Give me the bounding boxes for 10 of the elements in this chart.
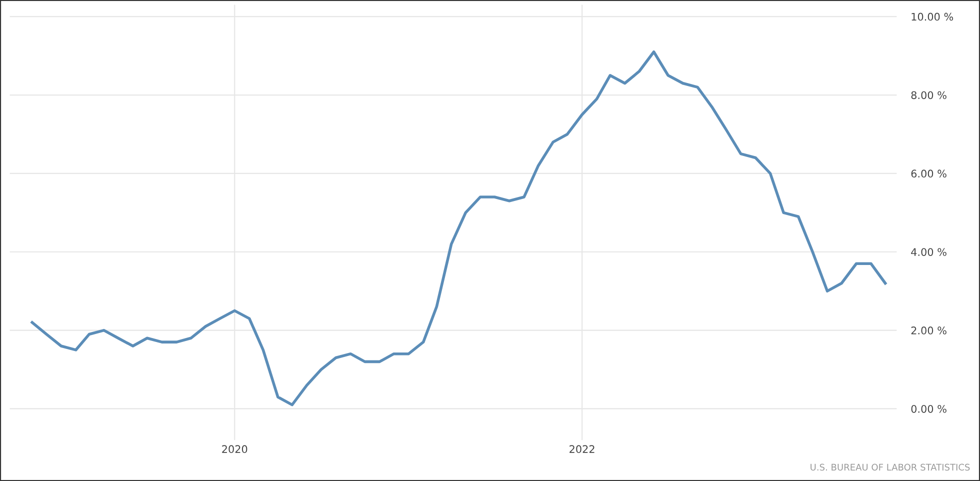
text: U.S. BUREAU OF LABOR STATISTICS [810, 464, 970, 471]
x-tick-label: 2020 [222, 445, 248, 454]
x-tick-label: 2022 [570, 445, 594, 454]
y-tick-label: 6.00 % [911, 170, 946, 178]
y-tick-label: 4.00 % [911, 248, 946, 256]
y-tick-label: 8.00 % [911, 91, 946, 100]
y-tick-label: 10.00 % [912, 12, 954, 21]
line-series [30, 50, 887, 406]
y-tick-label: 0.00 % [911, 404, 946, 413]
y-tick-label: 2.00 % [911, 326, 946, 334]
